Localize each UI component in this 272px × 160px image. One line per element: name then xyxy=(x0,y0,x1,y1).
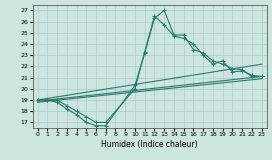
X-axis label: Humidex (Indice chaleur): Humidex (Indice chaleur) xyxy=(101,140,198,149)
